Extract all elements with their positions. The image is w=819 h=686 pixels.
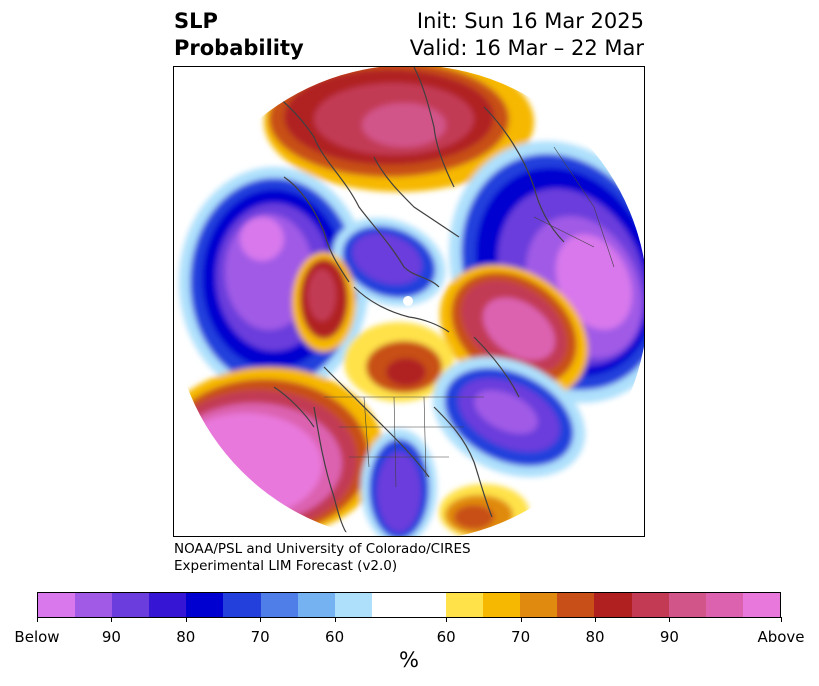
- colorbar-tick-label: 60: [436, 628, 456, 646]
- colorbar-tick-mark: [446, 617, 448, 622]
- colorbar-tick-mark: [37, 617, 38, 622]
- colorbar-segment: [371, 593, 409, 617]
- colorbar-segment: [483, 593, 521, 617]
- colorbar-segment: [186, 593, 224, 617]
- colorbar-tick-mark: [185, 617, 187, 622]
- title-line-1: SLP: [174, 9, 218, 33]
- forecast-dates: Init: Sun 16 Mar 2025 Valid: 16 Mar – 22…: [410, 8, 644, 62]
- colorbar-tick-mark: [781, 617, 782, 622]
- colorbar-segment: [668, 593, 706, 617]
- colorbar-segment: [594, 593, 632, 617]
- colorbar-tick-label: 70: [250, 628, 270, 646]
- colorbar-segment: [705, 593, 743, 617]
- colorbar-tick-label: Below: [14, 628, 60, 646]
- colorbar-tick-mark: [669, 617, 671, 622]
- borders: [324, 146, 615, 488]
- title-line-2: Probability: [174, 36, 304, 60]
- colorbar-tick-mark: [595, 617, 596, 622]
- colorbar-segment: [742, 593, 780, 617]
- colorbar-segment: [223, 593, 261, 617]
- probability-field: [174, 67, 644, 536]
- polar-map: [173, 66, 645, 537]
- colorbar-units: %: [399, 648, 419, 672]
- colorbar-segment: [260, 593, 298, 617]
- colorbar-segment: [631, 593, 669, 617]
- valid-date: Valid: 16 Mar – 22 Mar: [409, 36, 644, 60]
- colorbar-tick-label: 80: [176, 628, 196, 646]
- probability-map-svg: [174, 67, 644, 536]
- colorbar-segment: [112, 593, 150, 617]
- north-pole-marker: [403, 296, 413, 306]
- colorbar-tick-label: 90: [659, 628, 679, 646]
- colorbar-tick-mark: [260, 617, 262, 622]
- colorbar-segment: [334, 593, 372, 617]
- colorbar-tick-label: 80: [585, 628, 605, 646]
- colorbar-tick-mark: [111, 617, 113, 622]
- colorbar-tick-label: 70: [511, 628, 531, 646]
- colorbar-tick-mark: [334, 617, 336, 622]
- colorbar-segment: [149, 593, 187, 617]
- colorbar: [37, 592, 781, 618]
- colorbar-tick-label: 90: [101, 628, 121, 646]
- colorbar-segment: [75, 593, 113, 617]
- colorbar-segment: [557, 593, 595, 617]
- colorbar-tick-label: 60: [325, 628, 345, 646]
- colorbar-segment: [408, 593, 447, 617]
- colorbar-tick-mark: [520, 617, 522, 622]
- credit: NOAA/PSL and University of Colorado/CIRE…: [174, 541, 471, 575]
- map-title: SLP Probability: [174, 8, 304, 62]
- colorbar-segment: [38, 593, 76, 617]
- colorbar-tick-label: Above: [757, 628, 805, 646]
- credit-line-2: Experimental LIM Forecast (v2.0): [174, 558, 398, 574]
- colorbar-segment: [520, 593, 558, 617]
- credit-line-1: NOAA/PSL and University of Colorado/CIRE…: [174, 541, 471, 557]
- colorbar-segment: [446, 593, 484, 617]
- colorbar-segment: [297, 593, 335, 617]
- init-date: Init: Sun 16 Mar 2025: [416, 9, 644, 33]
